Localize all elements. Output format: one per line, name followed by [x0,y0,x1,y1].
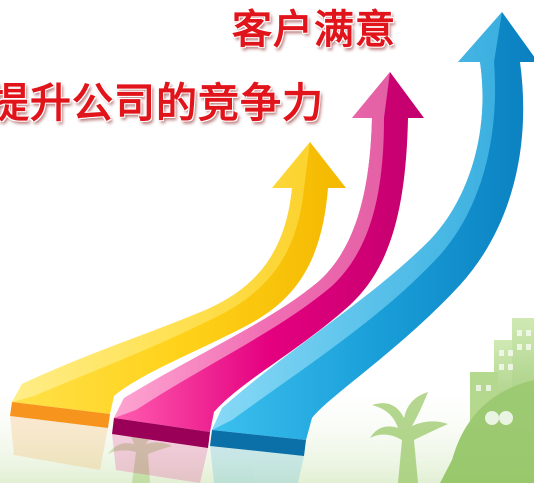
rising-arrow-icon [112,72,424,448]
tree-icon [108,392,448,483]
rising-arrow-icon [10,142,346,428]
headline-customer-satisfaction: 客户满意 [232,7,396,53]
rising-arrow-icon [210,12,534,456]
headline-competitiveness: 提升公司的竞争力 [0,79,324,127]
city-building-icon [440,318,534,483]
